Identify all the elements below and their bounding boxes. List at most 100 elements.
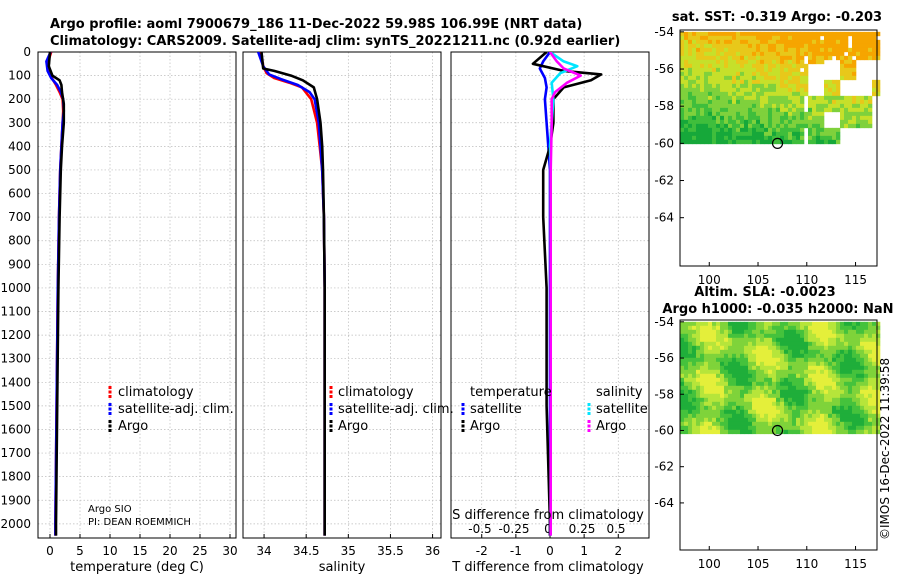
heatmap-cell bbox=[776, 341, 781, 347]
heatmap-cell bbox=[724, 385, 729, 391]
depth-tick-label: 200 bbox=[8, 92, 31, 106]
heatmap-cell bbox=[752, 55, 757, 61]
heatmap-cell bbox=[792, 103, 797, 109]
heatmap-cell bbox=[828, 87, 833, 93]
heatmap-cell bbox=[776, 337, 781, 343]
depth-tick-label: 600 bbox=[8, 187, 31, 201]
heatmap-cell bbox=[732, 51, 737, 57]
heatmap-cell bbox=[864, 413, 869, 419]
heatmap-cell bbox=[808, 321, 813, 327]
heatmap-cell bbox=[852, 377, 857, 383]
heatmap-cell bbox=[840, 111, 845, 117]
heatmap-cell bbox=[832, 131, 837, 137]
heatmap-cell bbox=[828, 357, 833, 363]
heatmap-cell bbox=[752, 79, 757, 85]
heatmap-cell bbox=[788, 107, 793, 113]
heatmap-cell bbox=[724, 35, 729, 41]
heatmap-cell bbox=[720, 43, 725, 49]
heatmap-cell bbox=[696, 51, 701, 57]
heatmap-cell bbox=[684, 381, 689, 387]
heatmap-cell bbox=[744, 67, 749, 73]
heatmap-cell bbox=[764, 87, 769, 93]
heatmap-cell bbox=[756, 429, 761, 435]
heatmap-cell bbox=[736, 95, 741, 101]
heatmap-cell bbox=[716, 135, 721, 141]
heatmap-cell bbox=[728, 55, 733, 61]
heatmap-cell bbox=[700, 103, 705, 109]
heatmap-cell bbox=[784, 95, 789, 101]
heatmap-cell bbox=[840, 51, 845, 57]
heatmap-cell bbox=[836, 373, 841, 379]
heatmap-cell bbox=[760, 361, 765, 367]
heatmap-cell bbox=[844, 369, 849, 375]
heatmap-cell bbox=[708, 119, 713, 125]
heatmap-cell bbox=[764, 333, 769, 339]
heatmap-cell bbox=[772, 71, 777, 77]
heatmap-cell bbox=[712, 91, 717, 97]
heatmap-cell bbox=[792, 79, 797, 85]
heatmap-cell bbox=[828, 393, 833, 399]
heatmap-cell bbox=[744, 115, 749, 121]
heatmap-cell bbox=[728, 393, 733, 399]
heatmap-cell bbox=[792, 397, 797, 403]
heatmap-cell bbox=[736, 99, 741, 105]
heatmap-cell bbox=[832, 373, 837, 379]
heatmap-cell bbox=[696, 119, 701, 125]
heatmap-cell bbox=[812, 325, 817, 331]
heatmap-cell bbox=[684, 87, 689, 93]
heatmap-cell bbox=[872, 401, 877, 407]
heatmap-cell bbox=[832, 83, 837, 89]
heatmap-cell bbox=[788, 119, 793, 125]
heatmap-cell bbox=[816, 325, 821, 331]
heatmap-cell bbox=[792, 333, 797, 339]
legend-climatology-label: climatology bbox=[118, 385, 194, 400]
heatmap-cell bbox=[724, 67, 729, 73]
heatmap-cell bbox=[872, 341, 877, 347]
heatmap-cell bbox=[744, 139, 749, 145]
heatmap-cell bbox=[728, 63, 733, 69]
heatmap-cell bbox=[728, 405, 733, 411]
heatmap-cell bbox=[808, 397, 813, 403]
heatmap-cell bbox=[696, 67, 701, 73]
heatmap-cell bbox=[704, 111, 709, 117]
heatmap-cell bbox=[792, 373, 797, 379]
heatmap-cell bbox=[708, 75, 713, 81]
x-tick-label: 35 bbox=[341, 544, 356, 558]
heatmap-cell bbox=[764, 51, 769, 57]
heatmap-cell bbox=[724, 83, 729, 89]
heatmap-cell bbox=[684, 341, 689, 347]
heatmap-cell bbox=[708, 333, 713, 339]
heatmap-cell bbox=[776, 123, 781, 129]
heatmap-cell bbox=[864, 321, 869, 327]
heatmap-cell bbox=[808, 107, 813, 113]
heatmap-cell bbox=[872, 337, 877, 343]
heatmap-cell bbox=[704, 91, 709, 97]
heatmap-cell bbox=[756, 135, 761, 141]
heatmap-cell bbox=[820, 39, 825, 45]
heatmap-cell bbox=[740, 389, 745, 395]
heatmap-cell bbox=[828, 31, 833, 37]
legend-argo-label: Argo bbox=[338, 419, 368, 434]
heatmap-cell bbox=[832, 361, 837, 367]
heatmap-cell bbox=[724, 373, 729, 379]
heatmap-cell bbox=[684, 325, 689, 331]
heatmap-cell bbox=[808, 115, 813, 121]
heatmap-cell bbox=[736, 75, 741, 81]
heatmap-cell bbox=[760, 425, 765, 431]
heatmap-cell bbox=[784, 401, 789, 407]
heatmap-cell bbox=[716, 71, 721, 77]
heatmap-cell bbox=[700, 357, 705, 363]
heatmap-cell bbox=[840, 393, 845, 399]
heatmap-cell bbox=[856, 353, 861, 359]
heatmap-cell bbox=[780, 87, 785, 93]
heatmap-cell bbox=[720, 103, 725, 109]
heatmap-cell bbox=[704, 35, 709, 41]
heatmap-cell bbox=[712, 123, 717, 129]
heatmap-cell bbox=[736, 115, 741, 121]
heatmap-cell bbox=[680, 417, 685, 423]
heatmap-cell bbox=[832, 349, 837, 355]
heatmap-cell bbox=[688, 397, 693, 403]
heatmap-cell bbox=[848, 51, 853, 57]
heatmap-cell bbox=[788, 417, 793, 423]
heatmap-cell bbox=[840, 345, 845, 351]
